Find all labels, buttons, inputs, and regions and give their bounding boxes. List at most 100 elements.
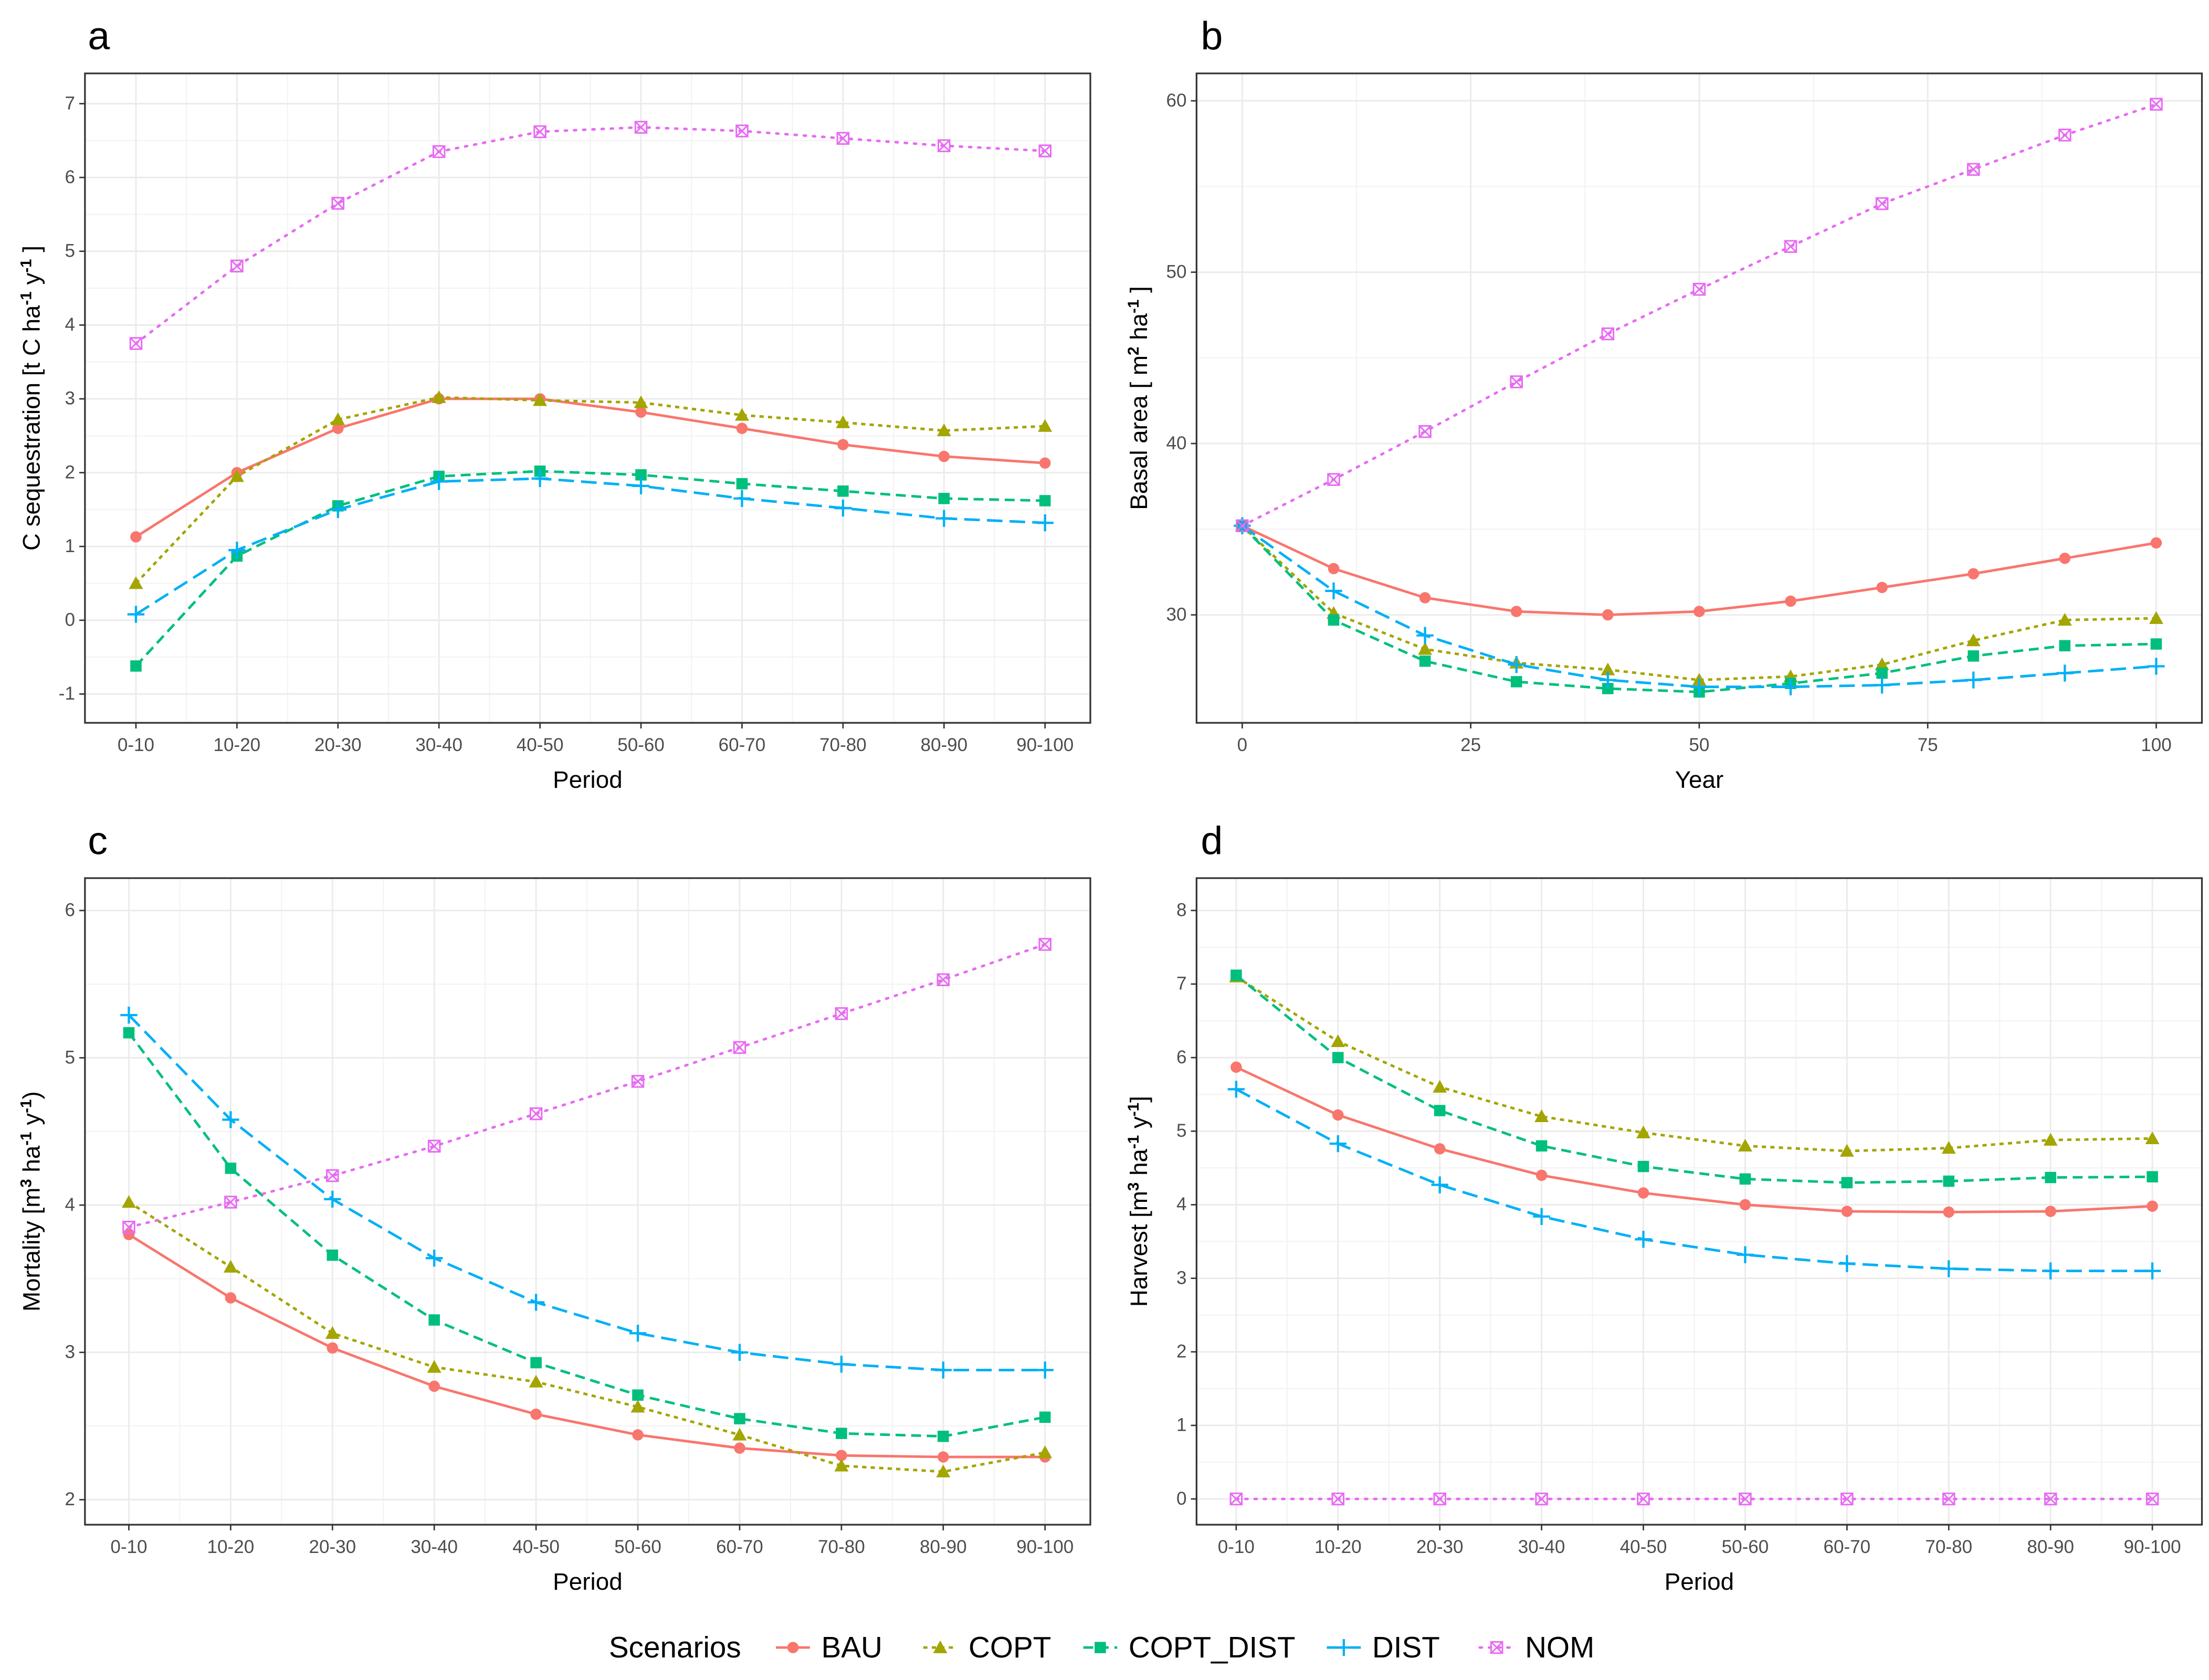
data-point	[530, 1408, 542, 1420]
square-cross-marker	[122, 1220, 135, 1234]
square-cross-marker	[230, 259, 244, 273]
plot-border	[84, 877, 1091, 1526]
data-point	[1876, 582, 1888, 594]
plot-border	[1195, 72, 2203, 724]
square-marker	[1039, 495, 1051, 506]
x-axis-title: Period	[553, 766, 623, 793]
data-point	[1941, 1141, 1956, 1154]
data-point	[1839, 1144, 1854, 1157]
data-point	[427, 1139, 441, 1153]
square-marker	[1535, 1140, 1548, 1152]
series-copt-dist	[1230, 969, 2158, 1189]
data-point	[632, 1389, 644, 1401]
square-marker	[1039, 1411, 1051, 1423]
data-point	[634, 121, 648, 134]
data-point	[432, 390, 446, 403]
square-marker	[1968, 650, 1980, 662]
plus-marker	[1737, 1246, 1754, 1263]
plus-marker	[2148, 658, 2165, 675]
x-tick-label: 90-100	[2124, 1537, 2181, 1557]
y-axis-title: Mortality [m3 ha-1 y-1)	[17, 1091, 45, 1312]
series-nom	[129, 121, 1051, 350]
label-text: ]	[18, 246, 45, 259]
data-point	[2056, 664, 2074, 682]
triangle-marker	[1636, 1125, 1651, 1138]
triangle-marker	[834, 1459, 849, 1472]
square-cross-marker	[427, 1139, 441, 1153]
data-point	[1433, 1492, 1446, 1506]
x-tick-label: 0-10	[110, 1537, 147, 1557]
data-point	[1739, 1173, 1751, 1185]
data-point	[937, 973, 950, 987]
data-point	[1332, 1109, 1344, 1121]
y-tick-label: 1	[65, 536, 75, 556]
legend-item-copt: COPT	[923, 1631, 1051, 1664]
y-tick-label: 4	[65, 1195, 75, 1215]
x-tick-label: 70-80	[819, 735, 867, 755]
plus-marker	[1782, 678, 1800, 695]
triangle-marker	[1331, 1034, 1345, 1048]
series-line	[1235, 1088, 2153, 1272]
x-tick-label: 90-100	[1016, 1537, 1074, 1557]
series-line	[128, 1233, 1045, 1459]
square-cross-marker	[129, 337, 143, 350]
data-point	[1690, 678, 1708, 695]
data-point	[1943, 1175, 1955, 1187]
square-marker	[736, 478, 748, 490]
legend-item-dist: DIST	[1327, 1631, 1440, 1664]
superscript: -1	[1124, 1135, 1142, 1149]
triangle-marker	[1038, 419, 1053, 432]
square-cross-marker	[2145, 1492, 2159, 1506]
data-point	[1875, 657, 1889, 670]
triangle-marker	[129, 576, 143, 589]
data-point	[936, 1464, 951, 1477]
circle-marker	[1332, 1109, 1344, 1121]
series-copt	[121, 1195, 1053, 1477]
square-marker	[2059, 640, 2071, 652]
plus-marker	[120, 1006, 138, 1024]
circle-marker	[332, 422, 344, 434]
circle-marker	[736, 422, 748, 434]
legend-item-copt-dist: COPT_DIST	[1083, 1631, 1296, 1664]
data-point	[527, 1294, 545, 1311]
series-line	[135, 396, 1045, 585]
series-line	[128, 943, 1047, 1229]
series-dist	[127, 470, 1054, 623]
x-tick-label: 40-50	[517, 735, 564, 755]
data-point	[834, 499, 852, 517]
data-point	[129, 337, 143, 350]
triangle-marker	[734, 408, 749, 421]
plus-marker	[1599, 671, 1616, 689]
plus-marker	[632, 477, 650, 495]
data-point	[2143, 1262, 2161, 1280]
x-tick-label: 70-80	[1925, 1537, 1972, 1557]
data-point	[427, 1360, 441, 1373]
square-marker	[1230, 969, 1242, 981]
triangle-marker	[331, 412, 345, 426]
square-cross-marker	[1433, 1492, 1446, 1506]
plus-marker	[935, 510, 953, 527]
triangle-marker	[2057, 612, 2072, 626]
data-point	[122, 1220, 135, 1234]
data-point	[1875, 197, 1889, 210]
square-marker	[1637, 1160, 1649, 1172]
plus-marker	[1838, 1255, 1856, 1272]
data-point	[1331, 1492, 1345, 1506]
plus-marker	[1036, 514, 1054, 532]
data-point	[837, 485, 849, 497]
data-point	[1039, 495, 1051, 506]
data-point	[1434, 1105, 1446, 1116]
legend-item-bau: BAU	[776, 1631, 882, 1664]
circle-marker	[1693, 606, 1705, 617]
square-marker	[1434, 1105, 1446, 1116]
panel-letter: a	[88, 14, 110, 58]
data-point	[2147, 1200, 2158, 1212]
data-point	[225, 1292, 237, 1304]
plus-marker	[531, 470, 549, 487]
square-marker	[1095, 1642, 1106, 1653]
square-cross-marker	[1966, 163, 1980, 176]
circle-marker	[530, 1408, 542, 1420]
square-marker	[225, 1163, 237, 1174]
circle-marker	[1510, 606, 1522, 617]
data-point	[731, 1344, 749, 1361]
